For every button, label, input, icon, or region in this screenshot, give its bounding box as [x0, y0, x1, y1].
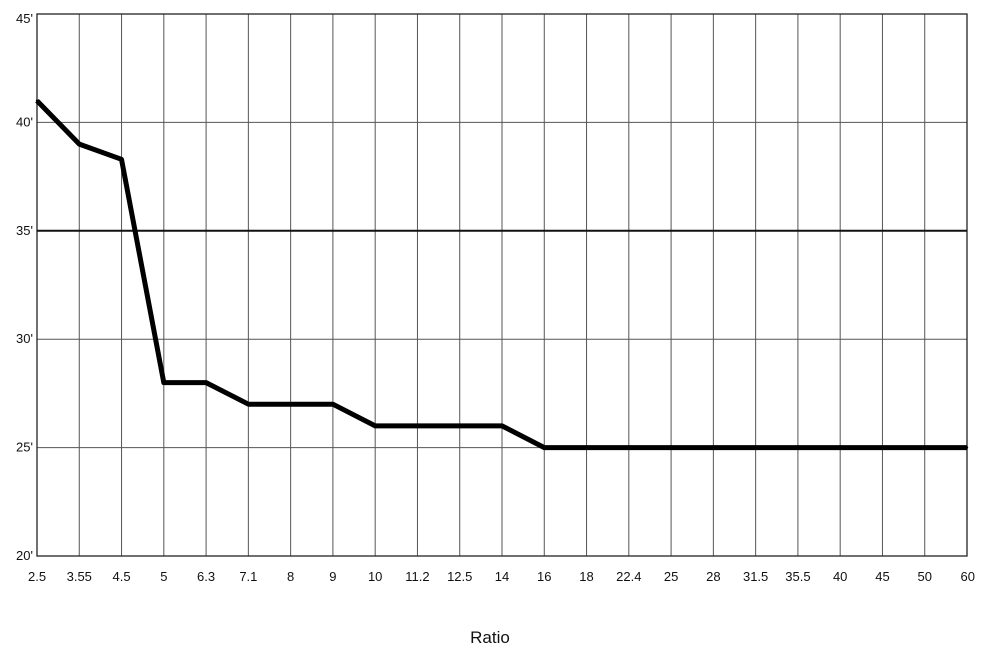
data-point [712, 446, 715, 449]
x-tick-label: 8 [287, 569, 294, 584]
x-tick-label: 28 [706, 569, 720, 584]
y-tick-label: 35' [16, 223, 33, 238]
x-tick-label: 35.5 [785, 569, 810, 584]
x-tick-label: 6.3 [197, 569, 215, 584]
data-point [204, 381, 208, 384]
grid [36, 13, 968, 557]
x-tick-label: 11.2 [405, 569, 429, 584]
data-point [881, 446, 884, 449]
x-axis-title: Ratio [470, 628, 510, 647]
y-tick-label: 30' [16, 331, 33, 346]
plot-frame [36, 13, 968, 557]
data-point [543, 446, 546, 449]
series-layer [35, 98, 969, 451]
x-tick-label: 60 [961, 569, 975, 584]
data-point [78, 142, 81, 146]
data-point [796, 446, 800, 449]
x-tick-label: 40 [833, 569, 847, 584]
data-point [416, 424, 419, 428]
x-axis-ticks: 2.5 3.55 4.5 5 6.3 7.1 8 9 10 11.2 12.5 14 16 18 22.4 2… [28, 569, 975, 584]
data-point [331, 403, 335, 406]
data-point [838, 446, 842, 449]
y-axis-ticks: 20' 25' 30' 35' 40' 45' [16, 11, 33, 563]
data-point [585, 446, 588, 449]
x-tick-label: 31.5 [743, 569, 768, 584]
data-point [289, 403, 292, 406]
data-point [458, 424, 461, 428]
x-tick-label: 25 [664, 569, 678, 584]
data-point [162, 381, 166, 384]
data-point [120, 158, 123, 161]
x-tick-label: 4.5 [113, 569, 131, 584]
y-tick-label: 25' [16, 440, 33, 455]
y-tick-label: 40' [16, 114, 33, 129]
x-tick-label: 16 [537, 569, 551, 584]
data-point [669, 446, 673, 449]
x-tick-label: 10 [368, 569, 382, 584]
data-point [373, 424, 377, 428]
data-point [965, 446, 969, 449]
x-tick-label: 14 [495, 569, 509, 584]
x-tick-label: 50 [917, 569, 931, 584]
x-tick-label: 9 [329, 569, 336, 584]
x-tick-label: 18 [579, 569, 593, 584]
data-point [35, 99, 39, 102]
x-tick-label: 3.55 [67, 569, 92, 584]
x-tick-label: 45 [875, 569, 889, 584]
x-tick-label: 2.5 [28, 569, 46, 584]
data-point [627, 446, 631, 449]
x-tick-label: 7.1 [239, 569, 257, 584]
data-point [500, 424, 504, 428]
data-point [754, 446, 757, 449]
x-tick-label: 12.5 [447, 569, 472, 584]
x-tick-label: 5 [160, 569, 167, 584]
x-tick-label: 22.4 [616, 569, 641, 584]
data-point [247, 403, 250, 406]
y-tick-label: 20' [16, 548, 33, 563]
data-point [923, 446, 926, 449]
y-tick-label: 45' [16, 11, 33, 26]
